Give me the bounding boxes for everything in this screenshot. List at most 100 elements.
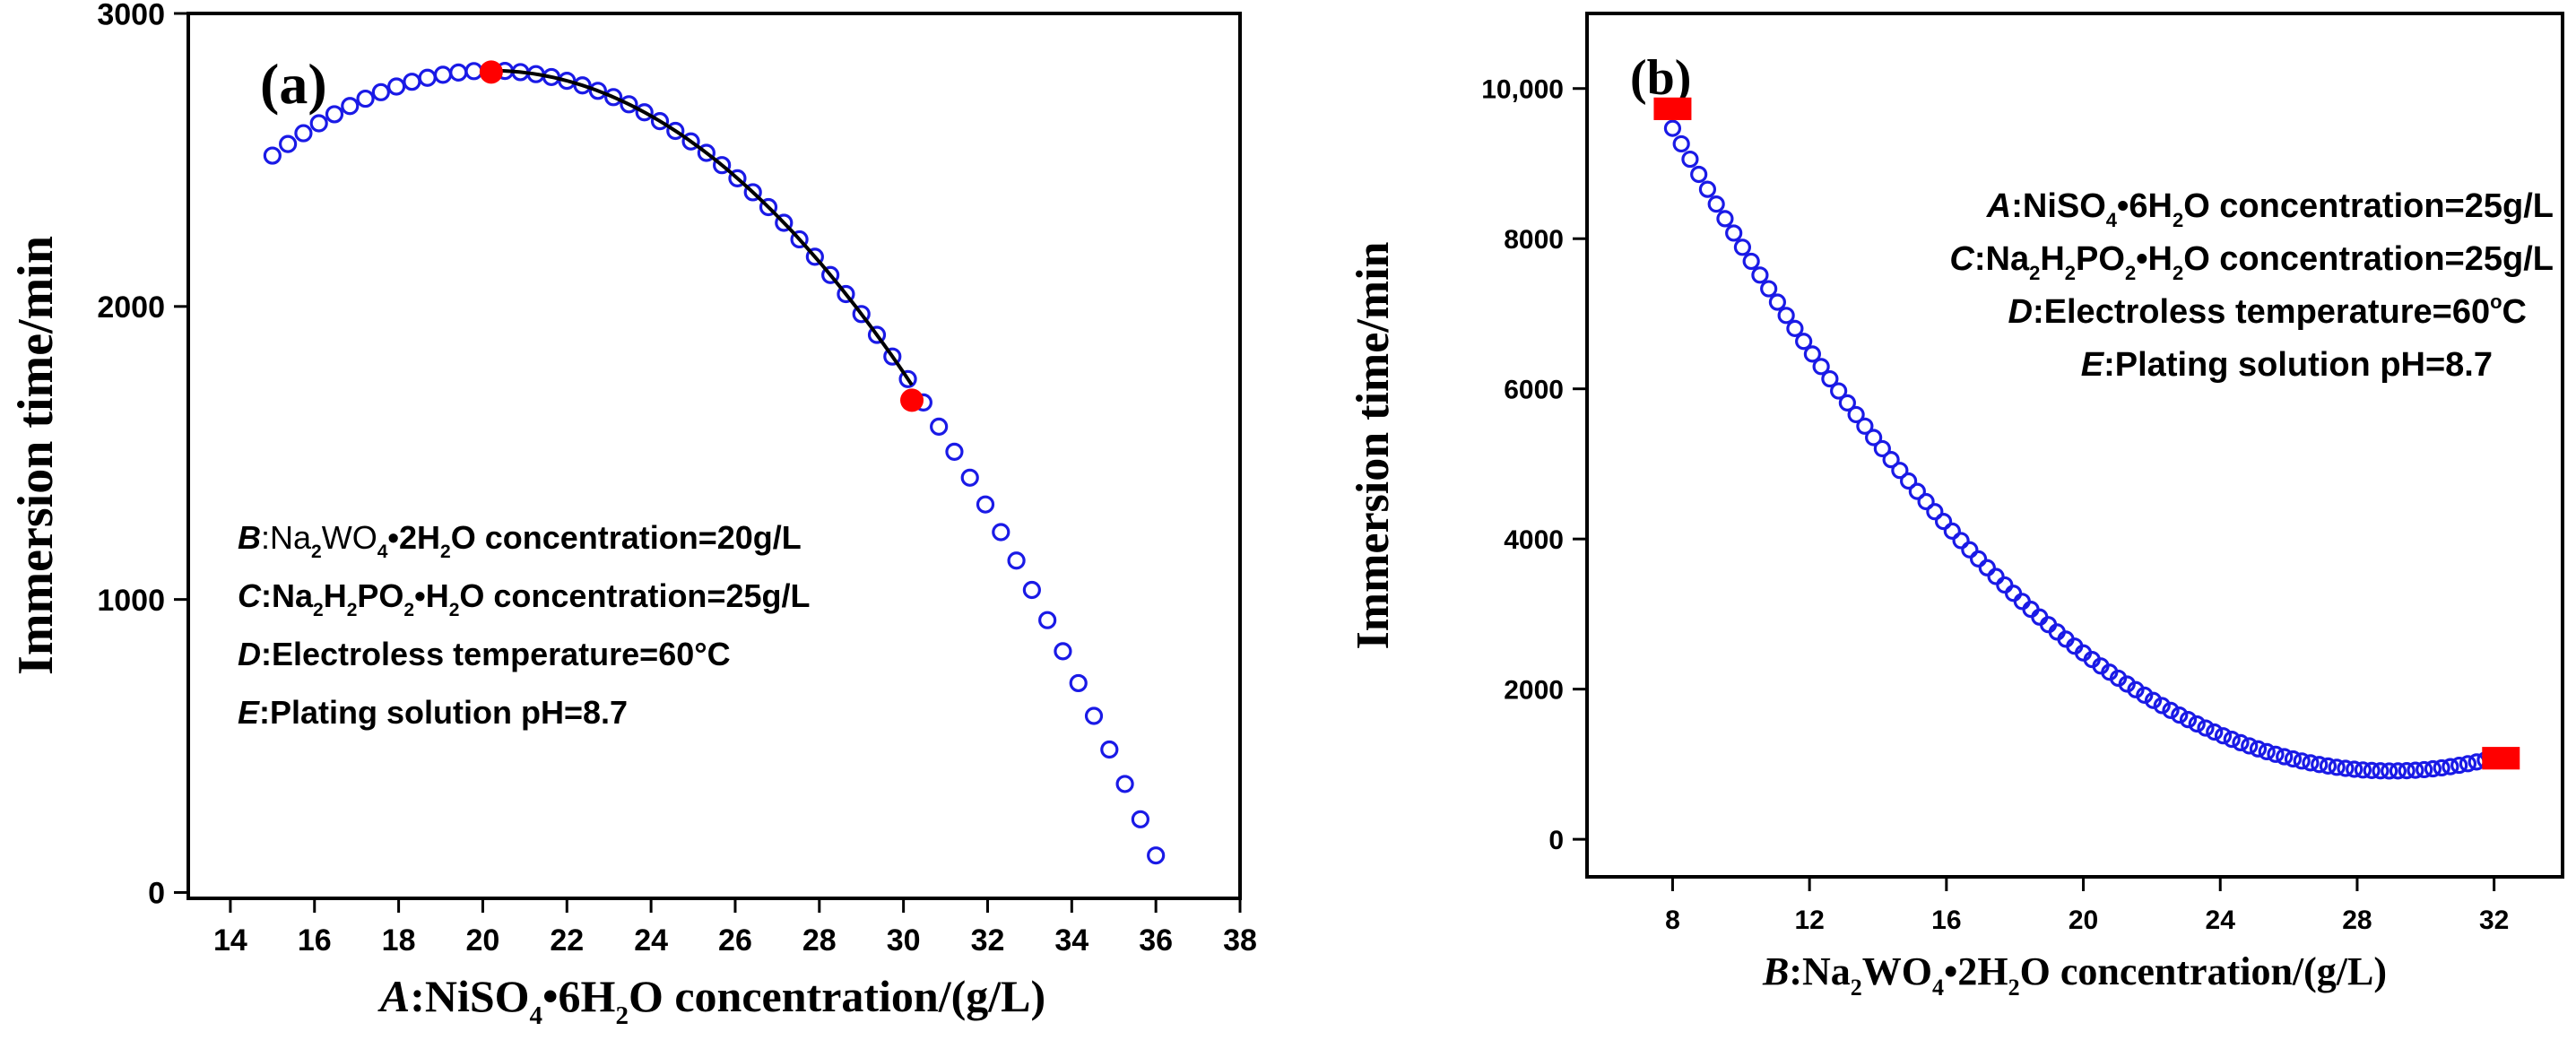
data-point xyxy=(1803,345,1821,363)
data-point xyxy=(1882,451,1900,469)
data-point xyxy=(2372,762,2390,780)
x-axis-label: A:NiSO4•6H2O concentration/(g/L) xyxy=(377,971,1045,1030)
data-point xyxy=(1865,429,1883,446)
condition-annotation-part: D xyxy=(2008,293,2033,331)
chart-panel-a: 14 16 18 20 22 24 26 28 30 32 34 36 380100020003000A… xyxy=(8,0,1257,1030)
data-point xyxy=(2416,760,2433,779)
data-point xyxy=(2424,759,2442,778)
condition-annotation: A:NiSO4•6H2O concentration=25g/L xyxy=(1986,187,2554,231)
data-point xyxy=(2407,761,2424,779)
data-point xyxy=(433,65,453,84)
condition-annotation-part: •6H xyxy=(2117,187,2173,225)
data-point xyxy=(2197,719,2215,737)
x-tick-label: 20 xyxy=(2069,906,2098,935)
data-point xyxy=(1934,513,1953,531)
x-tick-label: 16 xyxy=(298,923,332,958)
condition-annotation-part: •2H xyxy=(387,519,440,556)
data-point xyxy=(2144,691,2163,709)
x-axis-label-part: 4 xyxy=(530,1001,543,1030)
y-tick-label: 4000 xyxy=(1504,525,1564,555)
y-tick-label: 8000 xyxy=(1504,225,1564,255)
x-tick-label: 24 xyxy=(634,923,668,958)
panel-label: (b) xyxy=(1630,50,1691,106)
data-point xyxy=(2302,754,2320,772)
data-point xyxy=(1952,532,1970,550)
data-point xyxy=(1795,333,1813,351)
data-point xyxy=(2136,686,2154,704)
condition-annotation-part: 2 xyxy=(2029,262,2040,284)
condition-annotation-part: 4 xyxy=(2106,209,2118,231)
y-axis-label: Immersion time/min xyxy=(8,236,64,675)
y-tick-label: 10,000 xyxy=(1481,75,1564,105)
x-tick-label: 26 xyxy=(718,923,752,958)
highlight-point xyxy=(900,388,924,412)
condition-annotation-part: 2 xyxy=(2173,209,2183,231)
condition-annotation-part: O concentration=20g/L xyxy=(451,519,802,556)
condition-annotation-part: O concentration=25g/L xyxy=(459,577,810,614)
data-point xyxy=(930,417,949,436)
condition-annotation-part: :Electroless temperature=60 xyxy=(2033,293,2490,331)
x-axis-label-part: B xyxy=(1762,949,1789,993)
x-tick-label: 28 xyxy=(802,923,837,958)
condition-annotation-part: E xyxy=(238,694,260,731)
x-axis-label-part: WO xyxy=(1862,949,1932,993)
highlight-point xyxy=(1653,97,1692,120)
data-point xyxy=(403,73,421,91)
data-point xyxy=(1900,472,1918,490)
data-point xyxy=(2153,697,2171,715)
data-point xyxy=(1943,522,1961,540)
x-axis-label-part: :Na xyxy=(1789,949,1850,993)
condition-annotation-part: 2 xyxy=(440,542,451,562)
data-point xyxy=(2249,740,2268,758)
data-point xyxy=(2346,760,2364,778)
condition-annotation-part: C xyxy=(2502,293,2527,331)
data-point xyxy=(728,169,747,187)
x-tick-label: 24 xyxy=(2206,906,2236,935)
data-point xyxy=(309,114,328,133)
data-point xyxy=(1891,462,1909,480)
data-point xyxy=(2223,731,2241,749)
condition-annotation-part: :Plating solution pH=8.7 xyxy=(259,694,628,731)
condition-annotation-part: :Na xyxy=(261,519,312,556)
data-point xyxy=(821,265,840,284)
data-point xyxy=(992,523,1010,542)
data-point xyxy=(945,442,964,461)
data-point xyxy=(356,89,375,108)
condition-annotation-part: 2 xyxy=(347,600,358,620)
condition-annotation-part: :Electroless temperature=60°C xyxy=(261,636,731,672)
data-point xyxy=(2381,762,2398,780)
x-tick-label: 38 xyxy=(1223,923,1257,958)
data-point xyxy=(1768,293,1787,311)
highlight-point xyxy=(2482,747,2520,770)
y-axis-label: Immersion time/min xyxy=(1348,241,1399,649)
data-point xyxy=(898,369,917,388)
condition-annotation-part: O concentration=25g/L xyxy=(2183,240,2554,278)
x-axis-label-part: •6H xyxy=(542,971,616,1021)
data-point xyxy=(1996,576,2014,594)
condition-annotation-part: :Na xyxy=(1974,240,2030,278)
data-point xyxy=(325,105,344,124)
condition-annotation-part: :Plating solution pH=8.7 xyxy=(2103,346,2493,384)
data-point xyxy=(1978,559,1996,576)
x-tick-label: 18 xyxy=(382,923,416,958)
condition-annotation-part: H xyxy=(2040,240,2064,278)
data-point xyxy=(867,325,887,344)
data-point xyxy=(2363,761,2381,779)
data-point xyxy=(1751,266,1769,284)
data-point xyxy=(1742,252,1760,271)
data-point xyxy=(2214,727,2233,745)
data-point xyxy=(1830,382,1848,400)
x-tick-label: 12 xyxy=(1794,906,1824,935)
chart-panel-b: 8 12 16 20 24 28 320200040006000800010,000B:Na… xyxy=(1348,12,2564,1001)
data-point xyxy=(449,63,468,82)
data-point xyxy=(418,68,437,87)
data-point xyxy=(2459,755,2477,773)
condition-annotation: C:Na2H2PO2•H2O concentration=25g/L xyxy=(238,577,810,620)
data-point xyxy=(2179,711,2198,729)
data-point xyxy=(1812,358,1830,376)
data-point xyxy=(1926,503,1944,521)
data-point xyxy=(558,71,577,91)
data-point xyxy=(1707,195,1725,213)
data-point xyxy=(2311,756,2329,774)
fit-line-segment xyxy=(490,68,914,386)
